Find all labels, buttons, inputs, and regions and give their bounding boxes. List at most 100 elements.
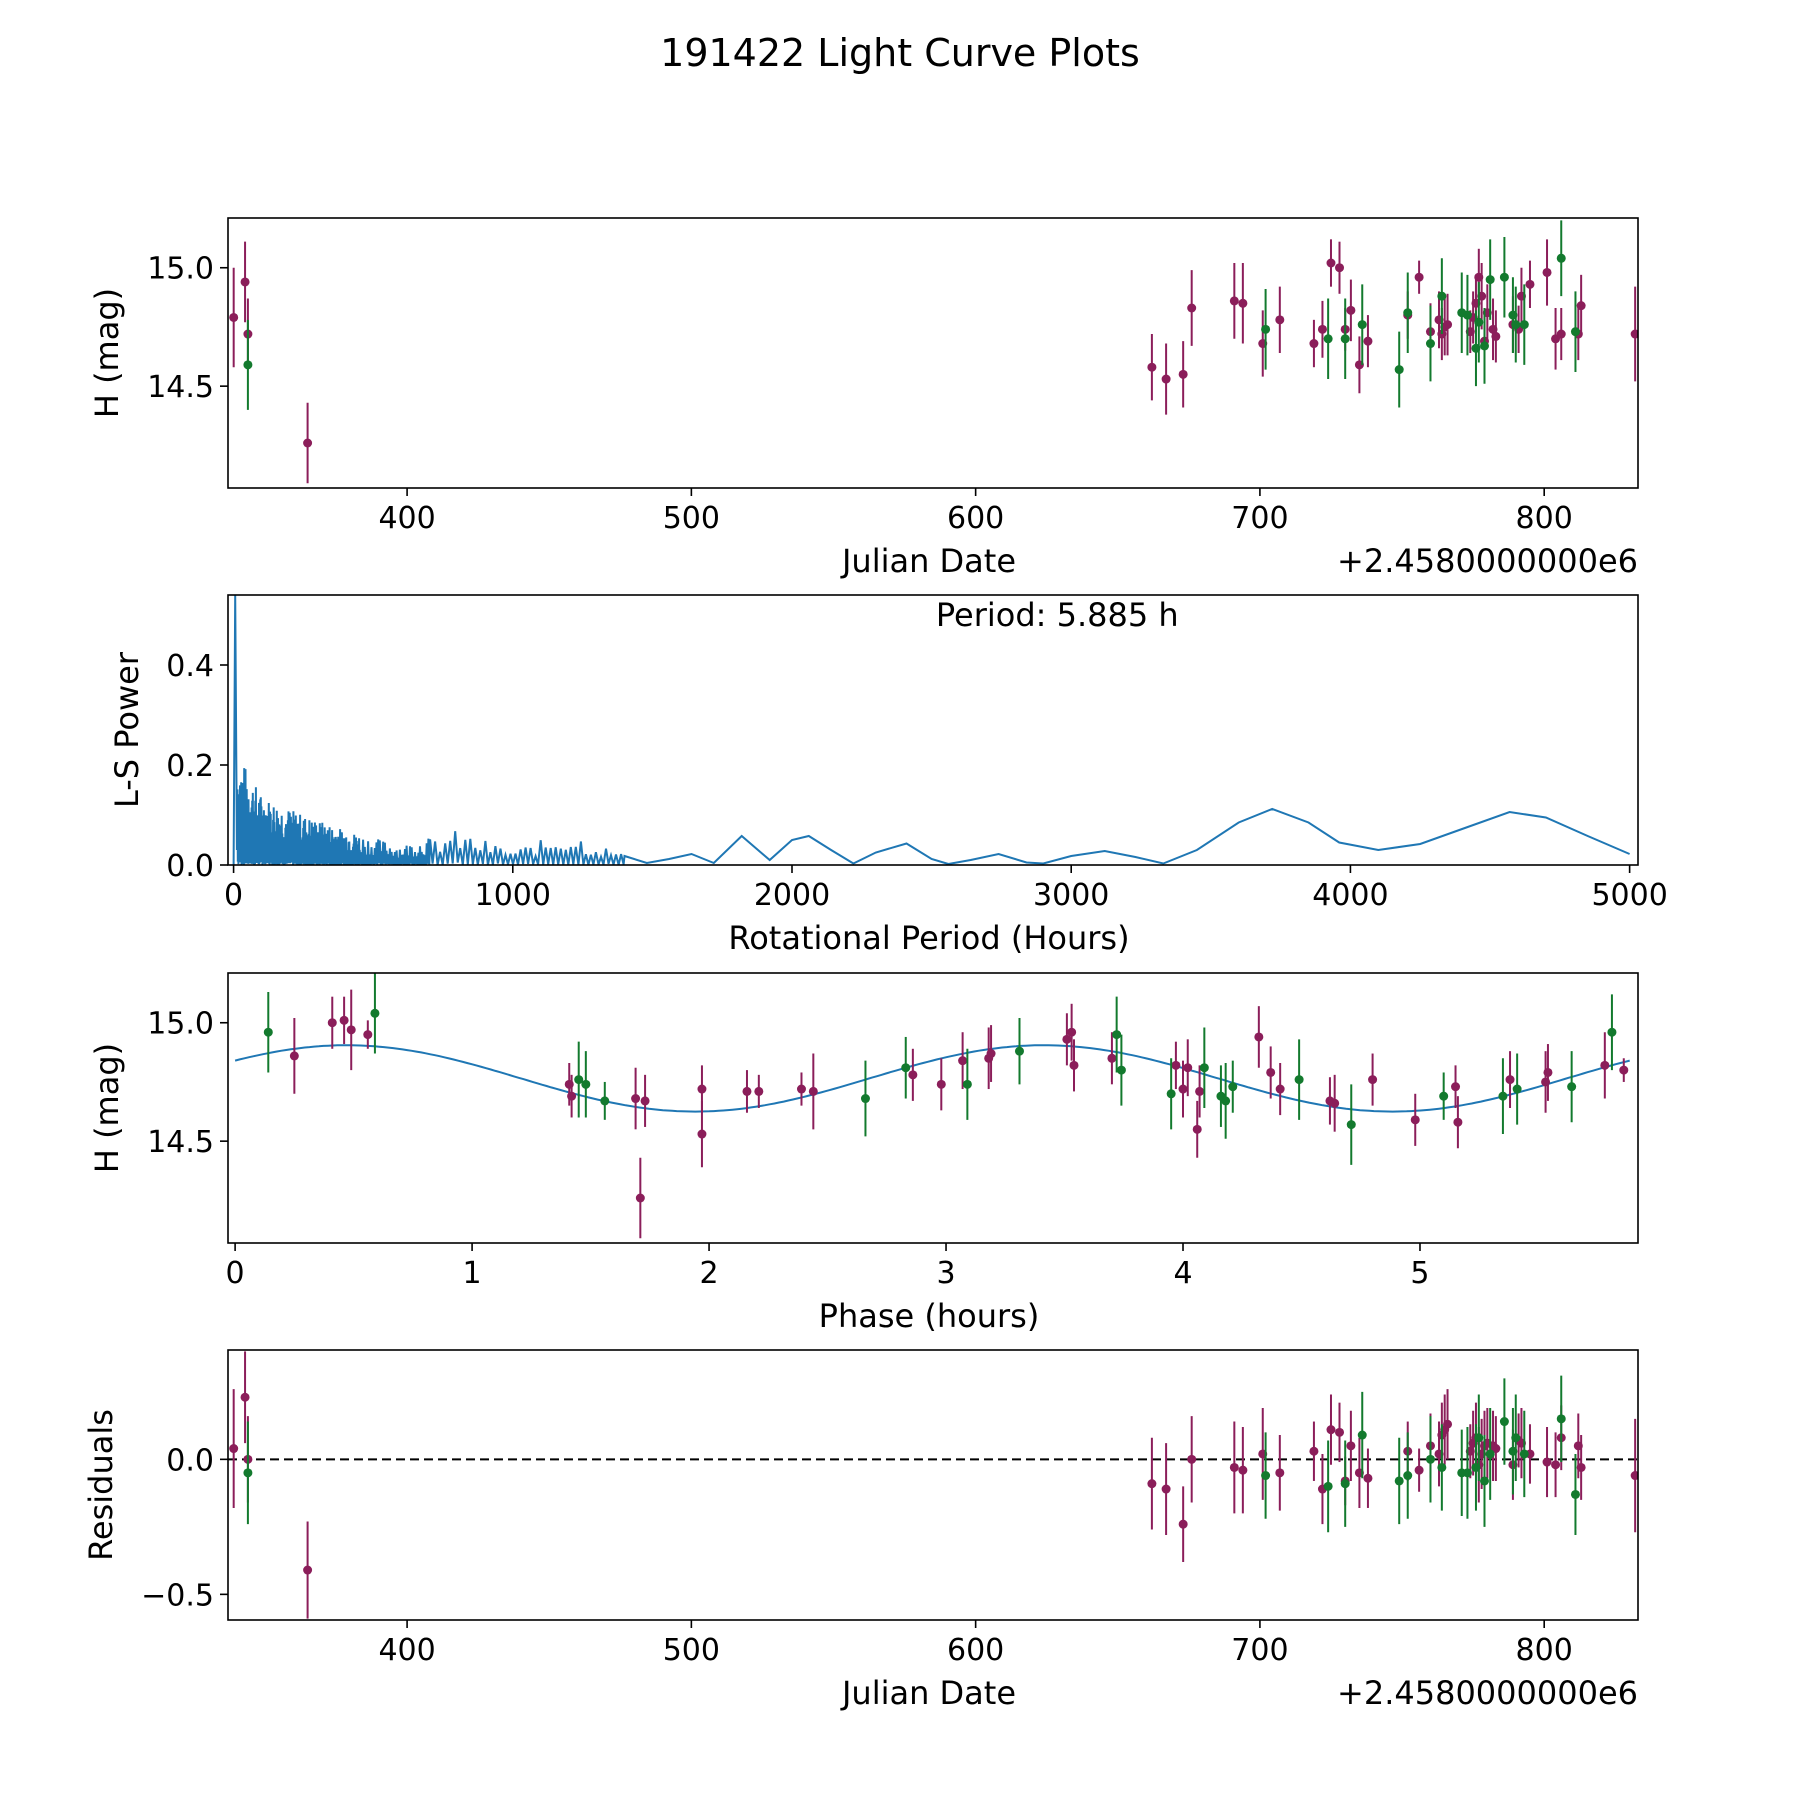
- series-b-point: [1403, 1471, 1413, 1481]
- series-b-point: [1439, 1091, 1449, 1101]
- series-b-point: [1511, 320, 1521, 330]
- series-b-point: [1511, 1433, 1521, 1443]
- series-a-point: [1414, 272, 1424, 282]
- y-tick-label: 14.5: [147, 370, 214, 405]
- x-tick-label: 3000: [1033, 878, 1109, 913]
- series-a-point: [289, 1051, 299, 1061]
- series-a-point: [240, 1392, 250, 1402]
- series-a-point: [1414, 1465, 1424, 1475]
- series-a-point: [1525, 279, 1535, 289]
- series-a-point: [1178, 1519, 1188, 1529]
- series-b-point: [243, 360, 253, 370]
- y-tick-label: 15.0: [147, 252, 214, 287]
- series-b-point: [1519, 1449, 1529, 1459]
- series-b-point: [1357, 1430, 1367, 1440]
- series-b-point: [1112, 1030, 1122, 1040]
- series-a-point: [1067, 1027, 1077, 1037]
- series-a-point: [1062, 1034, 1072, 1044]
- series-a-point: [936, 1079, 946, 1089]
- series-b-point: [962, 1079, 972, 1089]
- y-tick-label: 0.2: [166, 749, 214, 784]
- x-axis-label: Julian Date: [840, 542, 1016, 580]
- series-a-point: [1346, 305, 1356, 315]
- series-a-point: [327, 1018, 337, 1028]
- x-tick-label: 600: [947, 1633, 1004, 1668]
- series-b-point: [1499, 272, 1509, 282]
- series-a-point: [1330, 1098, 1340, 1108]
- series-a-point: [1326, 258, 1336, 268]
- series-a-point: [1183, 1063, 1193, 1073]
- series-a-point: [1453, 1117, 1463, 1127]
- series-a-point: [1410, 1115, 1420, 1125]
- x-tick-label: 5000: [1591, 878, 1667, 913]
- series-b-point: [581, 1079, 591, 1089]
- series-b-point: [1607, 1027, 1617, 1037]
- series-b-point: [1570, 327, 1580, 337]
- y-tick-label: −0.5: [141, 1578, 214, 1613]
- series-a-point: [1161, 1484, 1171, 1494]
- series-a-point: [1147, 1479, 1157, 1489]
- series-b-point: [1437, 1462, 1447, 1472]
- phase-data: [234, 973, 1630, 1239]
- series-b-point: [860, 1094, 870, 1104]
- series-a-point: [1505, 1075, 1515, 1085]
- series-b-point: [1116, 1065, 1126, 1075]
- series-a-point: [1187, 1454, 1197, 1464]
- y-axis-label: H (mag): [88, 288, 126, 418]
- series-b-point: [1014, 1046, 1024, 1056]
- series-a-point: [1275, 1084, 1285, 1094]
- series-a-point: [1192, 1124, 1202, 1134]
- series-a-point: [908, 1070, 918, 1080]
- series-b-point: [1199, 1063, 1209, 1073]
- series-b-point: [1228, 1082, 1238, 1092]
- series-b-point: [574, 1075, 584, 1085]
- series-b-point: [1261, 324, 1271, 334]
- x-tick-label: 2: [700, 1256, 719, 1291]
- phase-panel: 0 1 2 3 4 5 14.5 15.0 Phase (hours) H (mag): [88, 972, 1639, 1335]
- series-a-point: [1491, 331, 1501, 341]
- x-axis-label: Julian Date: [840, 1674, 1016, 1712]
- series-a-point: [1556, 329, 1566, 339]
- series-b-point: [1567, 1082, 1577, 1092]
- plot-frame: [227, 217, 1639, 489]
- series-a-point: [229, 312, 239, 322]
- periodogram-data: [232, 595, 1630, 865]
- series-b-point: [1462, 310, 1472, 320]
- series-b-point: [1485, 275, 1495, 285]
- x-tick-label: 800: [1516, 1633, 1573, 1668]
- series-a-point: [640, 1096, 650, 1106]
- series-a-point: [796, 1084, 806, 1094]
- series-a-point: [303, 1565, 313, 1575]
- series-a-point: [1069, 1060, 1079, 1070]
- series-b-point: [1425, 1454, 1435, 1464]
- series-b-point: [1425, 339, 1435, 349]
- series-b-point: [1221, 1096, 1231, 1106]
- series-b-point: [1479, 1476, 1489, 1486]
- series-a-point: [1171, 1060, 1181, 1070]
- model-curve: [234, 1044, 1630, 1113]
- y-tick-label: 14.5: [147, 1125, 214, 1160]
- series-a-point: [1443, 1419, 1453, 1429]
- series-a-point: [1543, 1067, 1553, 1077]
- x-tick-label: 600: [947, 501, 1004, 536]
- figure-title: 191422 Light Curve Plots: [660, 31, 1140, 75]
- series-b-point: [1437, 291, 1447, 301]
- series-a-point: [1229, 296, 1239, 306]
- y-axis-label: Residuals: [82, 1409, 120, 1561]
- series-a-point: [808, 1086, 818, 1096]
- series-b-point: [1485, 1449, 1495, 1459]
- y-axis-label: H (mag): [88, 1043, 126, 1173]
- series-a-point: [1551, 1460, 1561, 1470]
- x-tick-label: 400: [378, 1633, 435, 1668]
- series-a-point: [1195, 1086, 1205, 1096]
- series-a-point: [1107, 1053, 1117, 1063]
- series-b-point: [1323, 1481, 1333, 1491]
- series-b-point: [370, 1008, 380, 1018]
- series-b-point: [1512, 1084, 1522, 1094]
- y-tick-label: 0.4: [166, 649, 214, 684]
- series-a-point: [1161, 374, 1171, 384]
- periodogram-line: [232, 595, 1630, 865]
- series-a-point: [697, 1129, 707, 1139]
- residuals-data: [228, 1351, 1638, 1619]
- series-a-point: [1309, 339, 1319, 349]
